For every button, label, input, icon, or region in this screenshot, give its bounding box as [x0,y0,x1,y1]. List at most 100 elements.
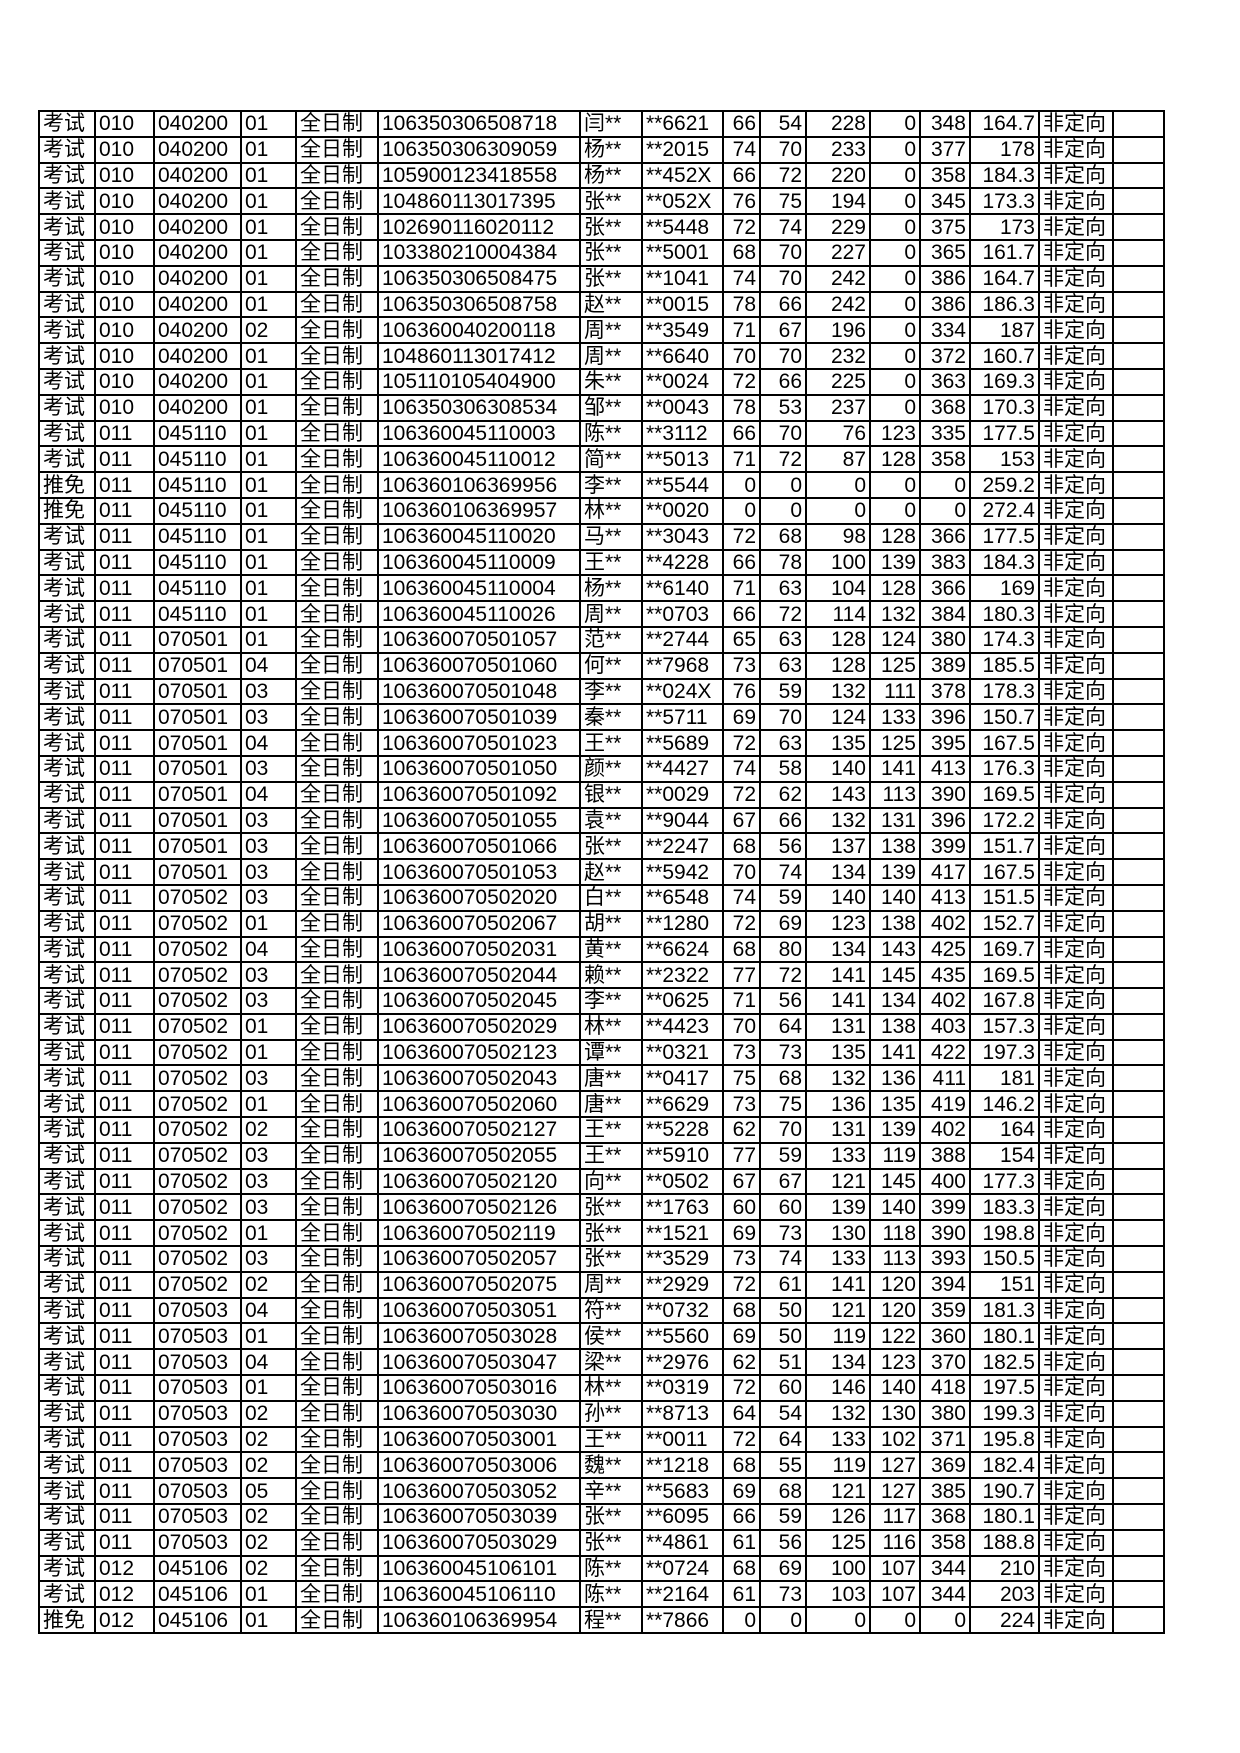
exam-number-cell: 106360070502120 [377,1167,581,1196]
final-score-cell: 177.5 [969,522,1040,551]
dept-code-cell: 011 [94,1245,155,1273]
exam-method-cell: 考试 [38,754,96,783]
masked-number-cell: **0319 [641,1374,724,1402]
admission-type-cell: 非定向 [1038,780,1114,809]
exam-method-cell: 考试 [38,1374,96,1402]
table-row: 考试 011 045110 01 全日制 106360045110004 杨** **6140… [38,574,1165,603]
direction-code-cell: 04 [240,935,297,964]
table-row: 考试 011 070501 03 全日制 106360070501050 颜** **4427… [38,754,1165,783]
major-code-cell: 070503 [153,1528,242,1557]
major-code-cell: 040200 [153,367,242,396]
exam-number-cell: 106360045110009 [377,548,581,577]
major-code-cell: 040200 [153,135,242,164]
study-mode-cell: 全日制 [295,110,379,138]
score-1-cell: 70 [722,1012,761,1041]
name-cell: 唐** [579,1090,643,1119]
total-score-cell: 396 [919,806,971,835]
table-row: 考试 011 070502 01 全日制 106360070502119 张** **1521… [38,1219,1165,1248]
admission-type-cell: 非定向 [1038,342,1114,370]
score-3-cell: 98 [805,522,871,551]
masked-number-cell: **3112 [641,419,724,448]
exam-number-cell: 106360070502020 [377,883,581,912]
dept-code-cell: 011 [94,961,155,990]
major-code-cell: 040200 [153,316,242,345]
direction-code-cell: 01 [240,909,297,938]
study-mode-cell: 全日制 [295,909,379,938]
direction-code-cell: 03 [240,677,297,706]
masked-number-cell: **452X [641,161,724,190]
blank-cell [1112,1348,1165,1377]
major-code-cell: 070501 [153,858,242,886]
score-1-cell: 72 [722,367,761,396]
score-1-cell: 72 [722,909,761,938]
score-2-cell: 68 [759,1064,807,1093]
direction-code-cell: 04 [240,780,297,809]
major-code-cell: 040200 [153,187,242,216]
name-cell: 银** [579,780,643,809]
total-score-cell: 368 [919,1503,971,1531]
admission-type-cell: 非定向 [1038,1580,1114,1609]
name-cell: 杨** [579,161,643,190]
total-score-cell: 372 [919,342,971,370]
score-3-cell: 119 [805,1322,871,1351]
masked-number-cell: **5544 [641,471,724,499]
dept-code-cell: 011 [94,780,155,809]
name-cell: 梁** [579,1348,643,1377]
admission-type-cell: 非定向 [1038,496,1114,525]
name-cell: 何** [579,651,643,680]
score-3-cell: 133 [805,1425,871,1454]
score-1-cell: 66 [722,419,761,448]
score-4-cell: 120 [869,1270,921,1299]
name-cell: 赖** [579,961,643,990]
major-code-cell: 070502 [153,909,242,938]
admission-type-cell: 非定向 [1038,1116,1114,1144]
name-cell: 简** [579,445,643,474]
admission-type-cell: 非定向 [1038,1477,1114,1506]
score-4-cell: 130 [869,1399,921,1428]
admission-type-cell: 非定向 [1038,1064,1114,1093]
exam-number-cell: 106360070502126 [377,1193,581,1222]
score-1-cell: 72 [722,729,761,757]
table-row: 考试 012 045106 02 全日制 106360045106101 陈** **0724… [38,1554,1165,1583]
score-2-cell: 74 [759,1245,807,1273]
dept-code-cell: 011 [94,1064,155,1093]
total-score-cell: 394 [919,1270,971,1299]
exam-method-cell: 考试 [38,1425,96,1454]
exam-number-cell: 106360070503029 [377,1528,581,1557]
exam-number-cell: 106360070501050 [377,754,581,783]
exam-method-cell: 考试 [38,883,96,912]
direction-code-cell: 02 [240,1425,297,1454]
final-score-cell: 167.8 [969,987,1040,1015]
final-score-cell: 164.7 [969,264,1040,293]
direction-code-cell: 01 [240,264,297,293]
direction-code-cell: 02 [240,1399,297,1428]
exam-number-cell: 106360070502043 [377,1064,581,1093]
score-4-cell: 138 [869,832,921,861]
major-code-cell: 070501 [153,703,242,732]
direction-code-cell: 01 [240,419,297,448]
exam-method-cell: 考试 [38,1141,96,1170]
dept-code-cell: 011 [94,677,155,706]
exam-method-cell: 考试 [38,1064,96,1093]
dept-code-cell: 010 [94,290,155,319]
table-row: 考试 011 045110 01 全日制 106360045110020 马** **3043… [38,522,1165,551]
name-cell: 张** [579,1503,643,1531]
major-code-cell: 070501 [153,806,242,835]
table-row: 考试 010 040200 01 全日制 106350306308534 邹** **0043… [38,393,1165,422]
total-score-cell: 396 [919,703,971,732]
score-1-cell: 68 [722,935,761,964]
final-score-cell: 178.3 [969,677,1040,706]
dept-code-cell: 011 [94,1193,155,1222]
major-code-cell: 045106 [153,1554,242,1583]
score-4-cell: 123 [869,1348,921,1377]
name-cell: 李** [579,471,643,499]
score-1-cell: 0 [722,496,761,525]
exam-method-cell: 考试 [38,548,96,577]
admission-type-cell: 非定向 [1038,806,1114,835]
exam-number-cell: 106360070502067 [377,909,581,938]
name-cell: 林** [579,496,643,525]
blank-cell [1112,1193,1165,1222]
dept-code-cell: 011 [94,1528,155,1557]
exam-method-cell: 考试 [38,1116,96,1144]
study-mode-cell: 全日制 [295,1064,379,1093]
